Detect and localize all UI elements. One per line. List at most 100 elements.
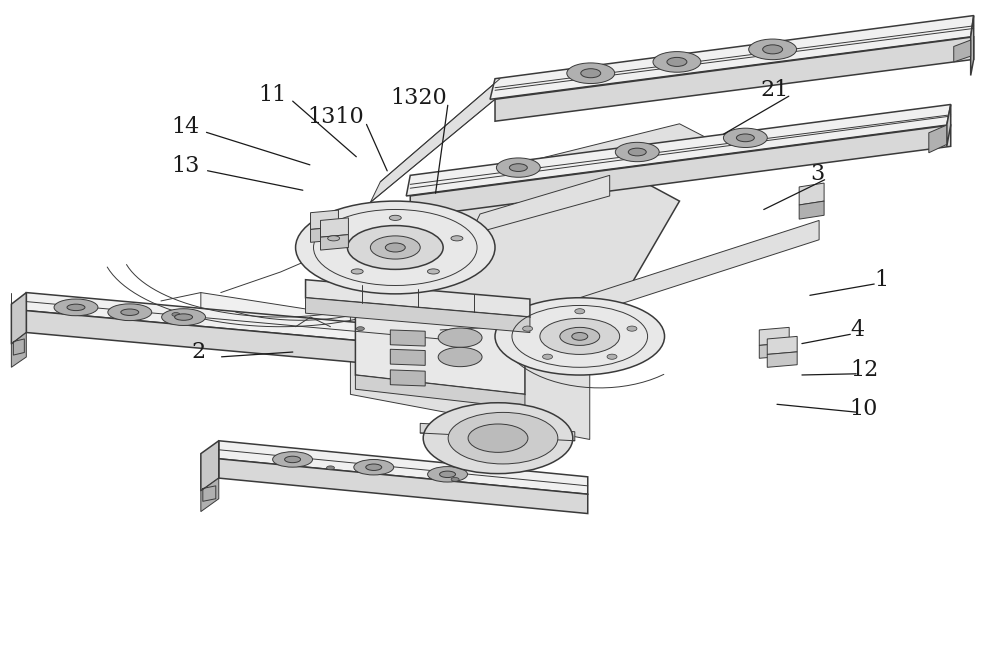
Polygon shape [947,104,951,146]
Ellipse shape [354,459,394,475]
Ellipse shape [451,236,463,241]
Text: 1320: 1320 [390,87,447,109]
Polygon shape [929,125,947,153]
Polygon shape [954,40,971,62]
Ellipse shape [607,354,617,359]
Polygon shape [420,124,719,209]
Ellipse shape [162,309,206,325]
Ellipse shape [448,412,558,464]
Ellipse shape [385,243,405,252]
Ellipse shape [440,471,456,477]
Ellipse shape [653,52,701,72]
Ellipse shape [427,269,439,274]
Ellipse shape [438,347,482,367]
Ellipse shape [351,269,363,274]
Polygon shape [201,441,219,491]
Ellipse shape [495,298,665,375]
Polygon shape [320,218,348,237]
Ellipse shape [296,201,495,294]
Ellipse shape [572,333,588,340]
Polygon shape [799,201,824,219]
Polygon shape [201,478,219,512]
Polygon shape [390,330,425,346]
Ellipse shape [575,309,585,314]
Polygon shape [26,292,440,348]
Ellipse shape [285,456,301,463]
Ellipse shape [273,452,313,467]
Polygon shape [420,423,575,441]
Ellipse shape [428,466,467,482]
Ellipse shape [723,128,767,148]
Ellipse shape [451,477,459,481]
Ellipse shape [627,326,637,331]
Ellipse shape [763,45,783,54]
Ellipse shape [628,148,646,156]
Polygon shape [311,227,338,243]
Polygon shape [26,311,440,370]
Ellipse shape [326,466,334,470]
Text: 14: 14 [172,116,200,138]
Text: 10: 10 [850,397,878,419]
Text: 4: 4 [850,319,864,341]
Polygon shape [320,235,348,250]
Ellipse shape [523,326,533,331]
Polygon shape [490,16,974,99]
Text: 1310: 1310 [307,106,364,128]
Ellipse shape [438,328,482,347]
Ellipse shape [736,134,754,142]
Polygon shape [767,352,797,367]
Polygon shape [219,459,588,514]
Polygon shape [406,104,951,196]
Ellipse shape [328,236,340,241]
Ellipse shape [389,215,401,221]
Ellipse shape [423,402,573,474]
Ellipse shape [509,164,527,171]
Polygon shape [470,175,610,235]
Polygon shape [11,333,26,367]
Polygon shape [306,298,530,333]
Polygon shape [350,278,590,439]
Ellipse shape [356,327,364,331]
Polygon shape [390,370,425,386]
Polygon shape [495,37,974,121]
Ellipse shape [540,318,620,355]
Text: 2: 2 [192,342,206,364]
Ellipse shape [172,313,180,316]
Ellipse shape [67,304,85,311]
Polygon shape [355,311,525,395]
Polygon shape [355,375,525,408]
Text: 1: 1 [874,269,888,291]
Polygon shape [311,210,338,230]
Ellipse shape [108,304,152,321]
Ellipse shape [749,39,797,60]
Ellipse shape [175,314,193,320]
Polygon shape [201,292,520,348]
Polygon shape [971,16,974,76]
Polygon shape [410,125,951,217]
Ellipse shape [366,464,382,470]
Polygon shape [219,441,588,494]
Text: 12: 12 [850,359,878,381]
Ellipse shape [121,309,139,316]
Ellipse shape [347,226,443,269]
Polygon shape [799,183,824,205]
Text: 13: 13 [172,155,200,177]
Polygon shape [560,221,819,324]
Polygon shape [306,280,530,317]
Ellipse shape [543,354,553,359]
Polygon shape [430,428,500,449]
Ellipse shape [567,63,615,83]
Ellipse shape [496,158,540,177]
Ellipse shape [615,142,659,162]
Polygon shape [11,292,26,344]
Polygon shape [759,327,789,345]
Polygon shape [340,169,680,325]
Ellipse shape [581,69,601,78]
Ellipse shape [667,58,687,67]
Ellipse shape [54,299,98,316]
Ellipse shape [468,424,528,452]
Ellipse shape [560,327,600,345]
Polygon shape [390,349,425,366]
Polygon shape [370,79,500,203]
Polygon shape [767,336,797,355]
